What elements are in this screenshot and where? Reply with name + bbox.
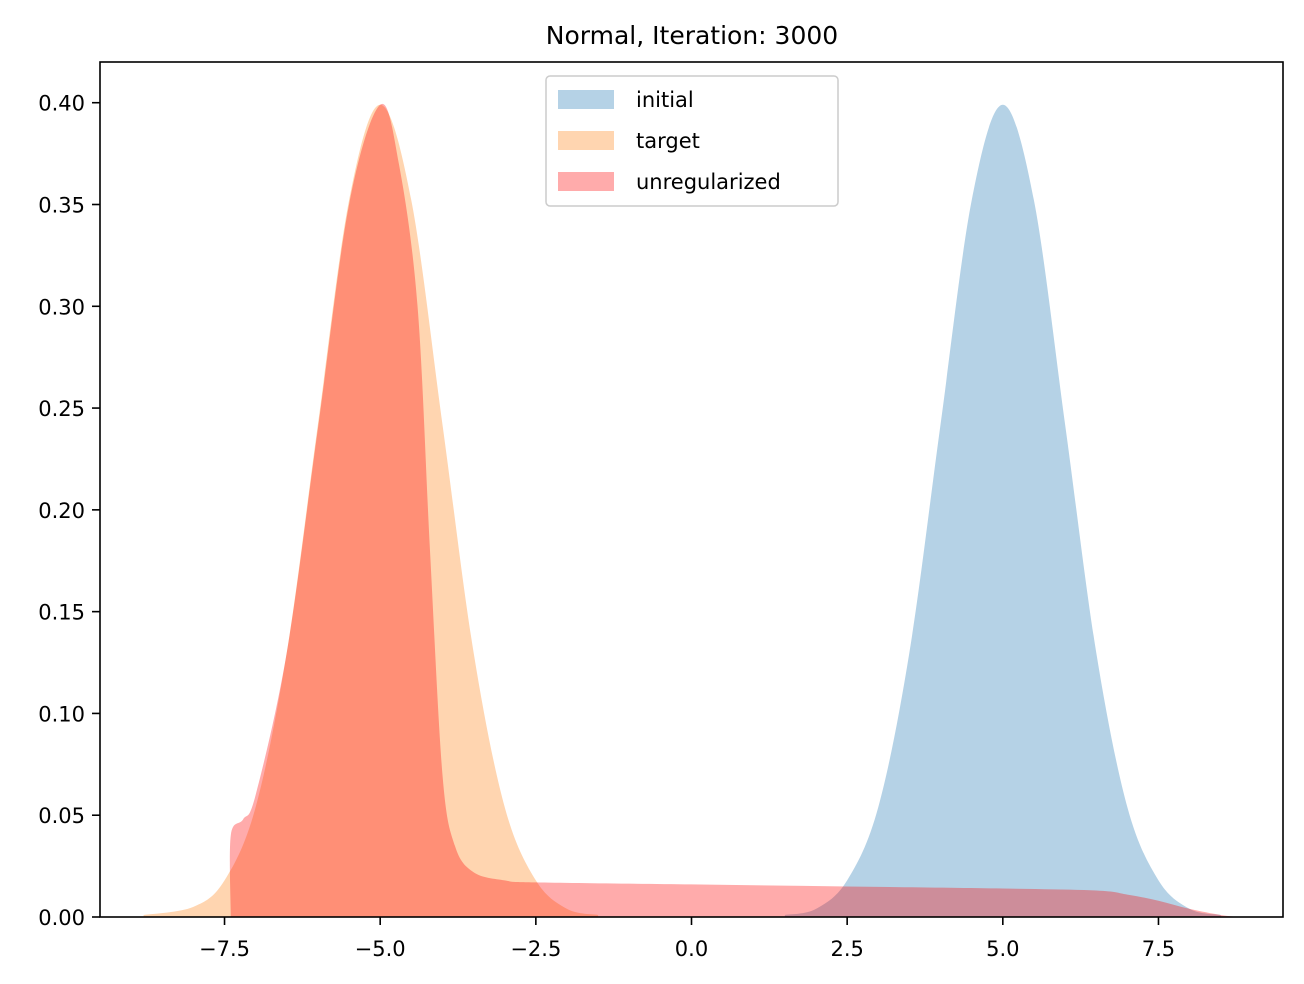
legend-swatch-initial	[558, 90, 614, 109]
series-area-unregularized	[229, 103, 1240, 918]
x-tick-label: −2.5	[510, 937, 561, 961]
series-area-initial	[784, 104, 1221, 917]
legend-label-target: target	[636, 129, 700, 153]
x-tick-label: 5.0	[986, 937, 1019, 961]
y-tick-label: 0.00	[38, 906, 85, 930]
y-tick-label: 0.05	[38, 804, 85, 828]
legend-swatch-target	[558, 131, 614, 150]
y-tick-label: 0.40	[38, 92, 85, 116]
y-tick-label: 0.10	[38, 702, 85, 726]
y-tick-label: 0.15	[38, 601, 85, 625]
x-tick-label: −5.0	[355, 937, 406, 961]
x-tick-label: 0.0	[675, 937, 708, 961]
legend-frame	[545, 75, 839, 207]
y-axis: 0.00 0.05 0.10 0.15 0.20 0.25 0.30 0.35 0.40	[38, 92, 100, 930]
x-axis: −7.5 −5.0 −2.5 0.0 2.5 5.0 7.5	[199, 917, 1175, 961]
y-tick-label: 0.25	[38, 397, 85, 421]
legend-label-initial: initial	[636, 88, 694, 112]
chart-title: Normal, Iteration: 3000	[546, 21, 838, 50]
x-tick-label: −7.5	[199, 937, 250, 961]
y-tick-label: 0.30	[38, 295, 85, 319]
y-tick-label: 0.35	[38, 194, 85, 218]
series-layer	[143, 103, 1240, 918]
x-tick-label: 7.5	[1142, 937, 1175, 961]
legend-label-unregularized: unregularized	[636, 170, 781, 194]
legend: initial target unregularized	[545, 75, 839, 207]
series-area-target	[143, 104, 599, 917]
x-tick-label: 2.5	[830, 937, 863, 961]
legend-swatch-unregularized	[558, 172, 614, 191]
y-tick-label: 0.20	[38, 499, 85, 523]
